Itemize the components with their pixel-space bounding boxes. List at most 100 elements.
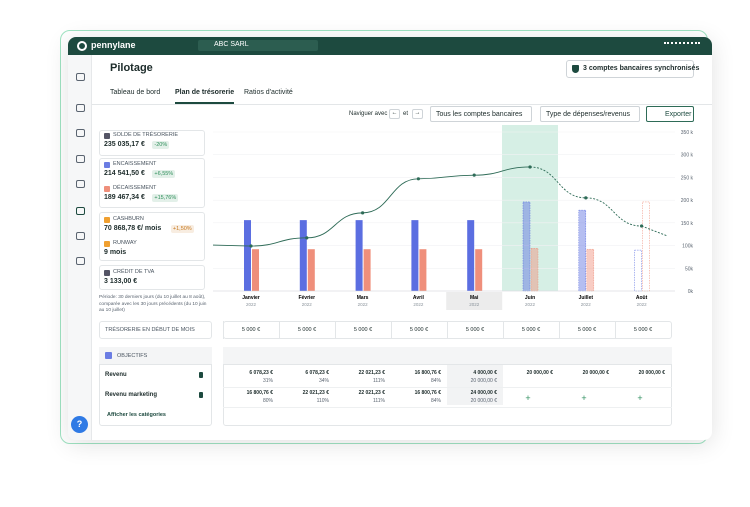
objectives-title: OBJECTIFS — [117, 353, 148, 359]
x-tick-label: Juillet — [579, 295, 594, 301]
objective-cell: 4 000,00 € — [473, 370, 497, 376]
nav-icon[interactable] — [76, 155, 85, 163]
objective-cell: 84% — [430, 378, 441, 384]
y-tick-label: 200 k — [681, 198, 694, 204]
bar — [530, 248, 539, 292]
kpi-card — [99, 130, 205, 156]
cell-divider — [503, 321, 504, 339]
y-tick-label: 350 k — [681, 130, 694, 136]
x-tick-year: 2022 — [246, 302, 257, 307]
objective-cell: 84% — [430, 398, 441, 404]
x-tick-label: Février — [298, 295, 315, 301]
kpi-label: ENCAISSEMENT — [113, 161, 157, 167]
x-tick-year: 2022 — [302, 302, 313, 307]
x-tick-label: Janvier — [242, 295, 260, 301]
cash-point — [416, 177, 420, 181]
kpi-label: CRÉDIT DE TVA — [113, 269, 155, 275]
bar — [307, 249, 315, 291]
help-button[interactable]: ? — [71, 416, 88, 433]
objective-cell: 20 000,00 € — [470, 378, 497, 384]
kpi-icon — [104, 186, 110, 192]
kpi-change: +15,76% — [152, 194, 179, 202]
bar — [578, 209, 587, 292]
cash-point — [361, 211, 365, 215]
x-tick-label: Mars — [357, 295, 369, 301]
y-tick-label: 150 k — [681, 221, 694, 227]
y-tick-label: 100k — [682, 244, 693, 250]
x-tick-label: Mai — [470, 295, 479, 301]
kpi-icon — [104, 162, 110, 168]
dropdown[interactable]: Tous les comptes bancaires — [430, 106, 532, 122]
x-tick-label: Juin — [525, 295, 535, 301]
cell-divider — [335, 321, 336, 339]
cash-point — [472, 173, 476, 177]
kpi-card — [99, 265, 205, 290]
nav-icon[interactable] — [76, 129, 85, 137]
objective-cell[interactable]: + — [581, 393, 587, 403]
objective-cell: 22 021,23 € — [358, 370, 385, 376]
objective-label: Revenu marketing — [105, 392, 158, 398]
kpi-value: 235 035,17 € — [104, 141, 145, 148]
company-select[interactable] — [198, 40, 318, 51]
kpi-change: +1,50% — [170, 225, 194, 233]
bar — [586, 248, 595, 292]
nav-icon[interactable] — [76, 104, 85, 112]
kpi-label: SOLDE DE TRÉSORERIE — [113, 132, 178, 138]
objective-cell: 16 800,76 € — [414, 370, 441, 376]
kpi-icon — [104, 270, 110, 276]
objective-cell: 20 000,00 € — [470, 398, 497, 404]
objective-cell: 20 000,00 € — [526, 370, 553, 376]
cash-line — [250, 166, 531, 247]
show-categories[interactable]: Afficher les catégories — [107, 412, 166, 418]
row-label: TRÉSORERIE EN DÉBUT DE MOIS — [105, 327, 195, 333]
cash-chart: 350 k 300 k 250 k 200 k 150 k 100k 50k 0k Janvie… — [213, 125, 694, 310]
export-button[interactable]: Exporter — [646, 106, 694, 122]
kpi-icon — [104, 217, 110, 223]
nav-icon[interactable] — [76, 232, 85, 240]
top-icons — [664, 42, 700, 50]
toolbar-label: Naviguer avec — [349, 111, 388, 117]
tab[interactable]: Tableau de bord — [110, 89, 161, 96]
dropdown[interactable]: Type de dépenses/revenus — [540, 106, 640, 122]
bar — [244, 220, 251, 291]
logo: pennylane — [91, 40, 136, 50]
pin-icon[interactable] — [199, 372, 203, 378]
sync-button[interactable]: 3 comptes bancaires synchronisés — [566, 60, 699, 78]
nav-icon[interactable] — [76, 207, 85, 215]
objective-cell[interactable]: + — [637, 393, 643, 403]
nav-icon[interactable] — [76, 180, 85, 188]
cash-point — [584, 196, 588, 200]
cell-divider — [447, 321, 448, 339]
balance-cell: 5 000 € — [521, 327, 541, 333]
balance-cell: 5 000 € — [241, 327, 261, 333]
y-tick-label: 0k — [688, 289, 694, 295]
toolbar-and: et — [403, 111, 409, 117]
objective-cell: 111% — [372, 398, 385, 404]
objective-cell: 110% — [316, 398, 329, 404]
sync-icon — [572, 65, 579, 73]
cell-divider — [559, 321, 560, 339]
row-label-box — [99, 321, 212, 339]
bar — [363, 249, 371, 291]
nav-icon[interactable] — [76, 257, 85, 265]
nav-button[interactable]: → — [412, 109, 423, 119]
pin-icon[interactable] — [199, 392, 203, 398]
page-title: Pilotage — [110, 62, 153, 74]
bar — [299, 220, 307, 291]
cash-line-start — [213, 244, 252, 247]
x-tick-year: 2022 — [413, 302, 424, 307]
nav-icon[interactable] — [76, 73, 85, 81]
objective-cell: 80% — [262, 398, 273, 404]
tab[interactable]: Plan de trésorerie — [175, 89, 235, 104]
nav-button[interactable]: ← — [389, 109, 400, 119]
tab[interactable]: Ratios d'activité — [244, 89, 293, 96]
bar — [252, 249, 259, 291]
kpi-icon — [104, 133, 110, 139]
x-tick-year: 2022 — [469, 302, 480, 307]
bar — [634, 249, 642, 292]
balance-cell: 5 000 € — [409, 327, 429, 333]
objective-cell[interactable]: + — [525, 393, 531, 403]
kpi-card — [99, 158, 205, 208]
cell-divider — [223, 321, 224, 339]
objectives-icon — [105, 352, 112, 359]
